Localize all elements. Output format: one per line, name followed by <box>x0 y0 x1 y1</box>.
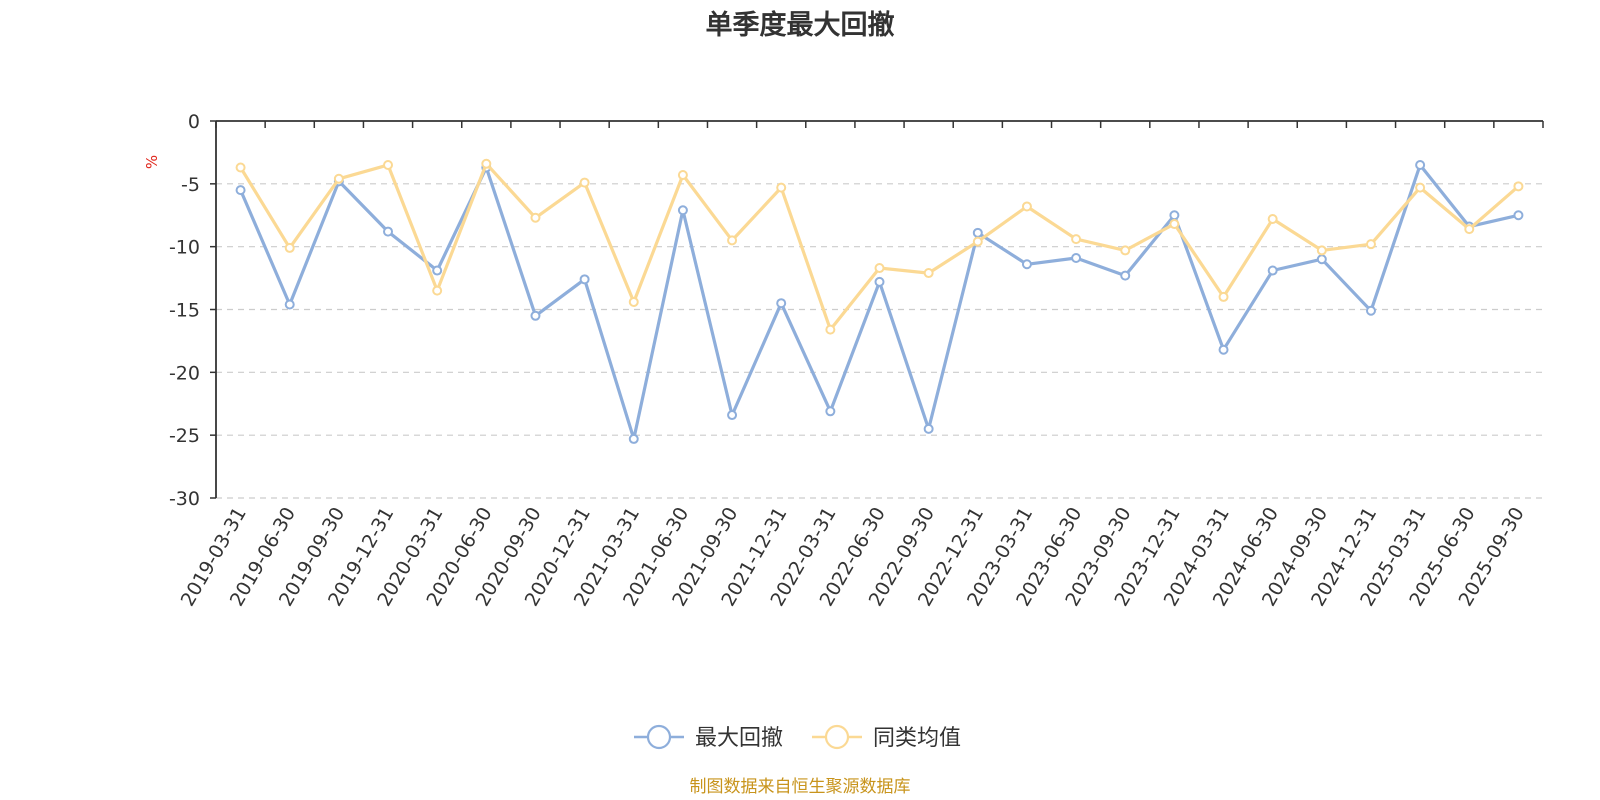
legend-label: 最大回撤 <box>695 726 783 751</box>
data-point[interactable] <box>1071 252 1082 263</box>
data-point[interactable] <box>1365 305 1376 316</box>
data-point[interactable] <box>383 226 394 237</box>
data-point[interactable] <box>432 265 443 276</box>
y-tick-label: -30 <box>169 488 200 510</box>
data-point[interactable] <box>1169 210 1180 221</box>
data-point[interactable] <box>874 276 885 287</box>
data-point[interactable] <box>1365 239 1376 250</box>
data-point[interactable] <box>1021 201 1032 212</box>
y-tick-label: -20 <box>169 362 200 384</box>
series-line <box>239 163 1519 441</box>
data-point[interactable] <box>383 159 394 170</box>
legend-label: 同类均值 <box>873 726 961 751</box>
legend-marker-icon <box>824 724 850 750</box>
data-point[interactable] <box>1120 270 1131 281</box>
data-point[interactable] <box>432 285 443 296</box>
data-point[interactable] <box>1464 224 1475 235</box>
data-point[interactable] <box>923 268 934 279</box>
y-tick-label: -5 <box>181 174 200 196</box>
data-point[interactable] <box>776 298 787 309</box>
data-point[interactable] <box>1218 344 1229 355</box>
data-point[interactable] <box>1513 210 1524 221</box>
y-tick-label: -15 <box>169 300 200 322</box>
data-point[interactable] <box>1415 159 1426 170</box>
y-tick-label: 0 <box>188 111 200 133</box>
legend-item-1[interactable]: 最大回撤 <box>634 724 783 751</box>
chart-title: 单季度最大回撤 <box>706 9 895 41</box>
data-point[interactable] <box>284 242 295 253</box>
data-point[interactable] <box>333 173 344 184</box>
data-point[interactable] <box>1316 254 1327 265</box>
series-lines <box>235 158 1524 444</box>
data-point[interactable] <box>235 162 246 173</box>
data-point[interactable] <box>579 274 590 285</box>
data-point[interactable] <box>677 205 688 216</box>
data-point[interactable] <box>972 236 983 247</box>
data-point[interactable] <box>235 185 246 196</box>
y-axis-unit: % <box>143 155 161 169</box>
data-point[interactable] <box>628 433 639 444</box>
series-1 <box>235 159 1524 444</box>
grid-lines <box>216 183 1543 499</box>
data-point[interactable] <box>727 235 738 246</box>
y-tick-label: -10 <box>169 237 200 259</box>
y-tick-label: -25 <box>169 425 200 447</box>
data-point[interactable] <box>530 212 541 223</box>
data-point[interactable] <box>972 227 983 238</box>
data-point[interactable] <box>1021 259 1032 270</box>
data-point[interactable] <box>1218 291 1229 302</box>
data-point[interactable] <box>776 182 787 193</box>
axes: 0-5-10-15-20-25-302019-03-312019-06-3020… <box>169 111 1544 610</box>
series-2 <box>235 158 1524 335</box>
data-point[interactable] <box>825 324 836 335</box>
legend-item-2[interactable]: 同类均值 <box>812 724 961 751</box>
data-point[interactable] <box>579 177 590 188</box>
data-point[interactable] <box>1120 245 1131 256</box>
data-point[interactable] <box>1169 219 1180 230</box>
data-point[interactable] <box>1513 181 1524 192</box>
data-point[interactable] <box>1316 245 1327 256</box>
data-point[interactable] <box>677 170 688 181</box>
data-point[interactable] <box>284 299 295 310</box>
data-point[interactable] <box>481 158 492 169</box>
data-point[interactable] <box>1267 214 1278 225</box>
legend[interactable]: 最大回撤 同类均值 <box>634 724 961 751</box>
data-point[interactable] <box>825 406 836 417</box>
data-point[interactable] <box>923 423 934 434</box>
data-point[interactable] <box>874 263 885 274</box>
data-point[interactable] <box>530 310 541 321</box>
legend-marker-icon <box>646 724 672 750</box>
data-point[interactable] <box>1415 182 1426 193</box>
data-point[interactable] <box>1267 265 1278 276</box>
data-point[interactable] <box>727 410 738 421</box>
data-point[interactable] <box>628 296 639 307</box>
data-point[interactable] <box>1071 234 1082 245</box>
data-source-note: 制图数据来自恒生聚源数据库 <box>690 777 911 797</box>
